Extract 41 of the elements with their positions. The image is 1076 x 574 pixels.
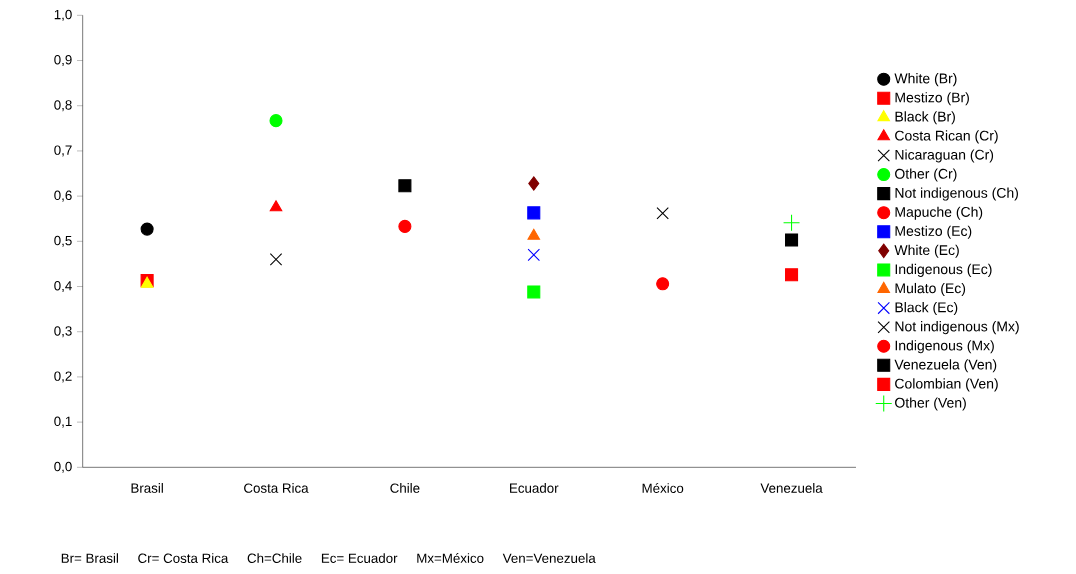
text: Ch=Chile	[247, 553, 302, 563]
text: Cr= Costa Rica	[138, 553, 229, 563]
x-tick-label: Chile	[390, 483, 420, 493]
y-tick-label: 0,3	[54, 326, 72, 338]
legend-label: Nicaraguan (Cr)	[895, 149, 994, 163]
text: Ven=Venezuela	[502, 553, 596, 563]
legend-label: Indigenous (Ec)	[895, 263, 992, 277]
y-tick-label: 0,6	[54, 190, 72, 202]
legend-label: Costa Rican (Cr)	[895, 130, 998, 144]
legend-label: Mulato (Ec)	[895, 282, 966, 296]
y-tick-label: 0,7	[54, 145, 72, 157]
x-tick-label: México	[642, 483, 684, 493]
x-tick-label: Venezuela	[760, 483, 823, 493]
y-tick-label: 0,5	[54, 235, 72, 247]
x-tick-label: Brasil	[131, 483, 163, 493]
y-tick-label: 0,0	[54, 461, 72, 473]
y-tick-label: 0,2	[54, 371, 72, 383]
legend-label: Venezuela (Ven)	[894, 359, 997, 373]
legend-label: Other (Ven)	[895, 397, 966, 411]
legend-label: Indigenous (Mx)	[895, 340, 994, 354]
legend-label: Black (Br)	[895, 111, 955, 125]
text: Br= Brasil	[61, 553, 118, 563]
y-tick-label: 0,1	[54, 416, 72, 428]
legend-label: White (Br)	[894, 73, 957, 87]
legend-label: Mestizo (Br)	[895, 92, 969, 106]
legend-label: Mapuche (Ch)	[895, 206, 983, 220]
y-tick-label: 0,4	[54, 281, 72, 293]
legend-label: Black (Ec)	[895, 302, 958, 316]
legend-label: Other (Cr)	[895, 168, 957, 182]
text: Mx=México	[417, 553, 484, 563]
legend-label: Mestizo (Ec)	[895, 225, 972, 239]
legend-label: Not indigenous (Mx)	[895, 321, 1019, 335]
y-tick-label: 0,9	[54, 55, 72, 67]
x-tick-label: Costa Rica	[244, 483, 309, 493]
legend-label: Colombian (Ven)	[895, 378, 998, 392]
y-tick-label: 1,0	[54, 9, 72, 21]
text: Ec= Ecuador	[321, 553, 398, 563]
legend-label: White (Ec)	[894, 244, 959, 258]
y-tick-label: 0,8	[54, 100, 72, 112]
x-tick-label: Ecuador	[510, 483, 559, 493]
legend-label: Not indigenous (Ch)	[895, 187, 1018, 201]
